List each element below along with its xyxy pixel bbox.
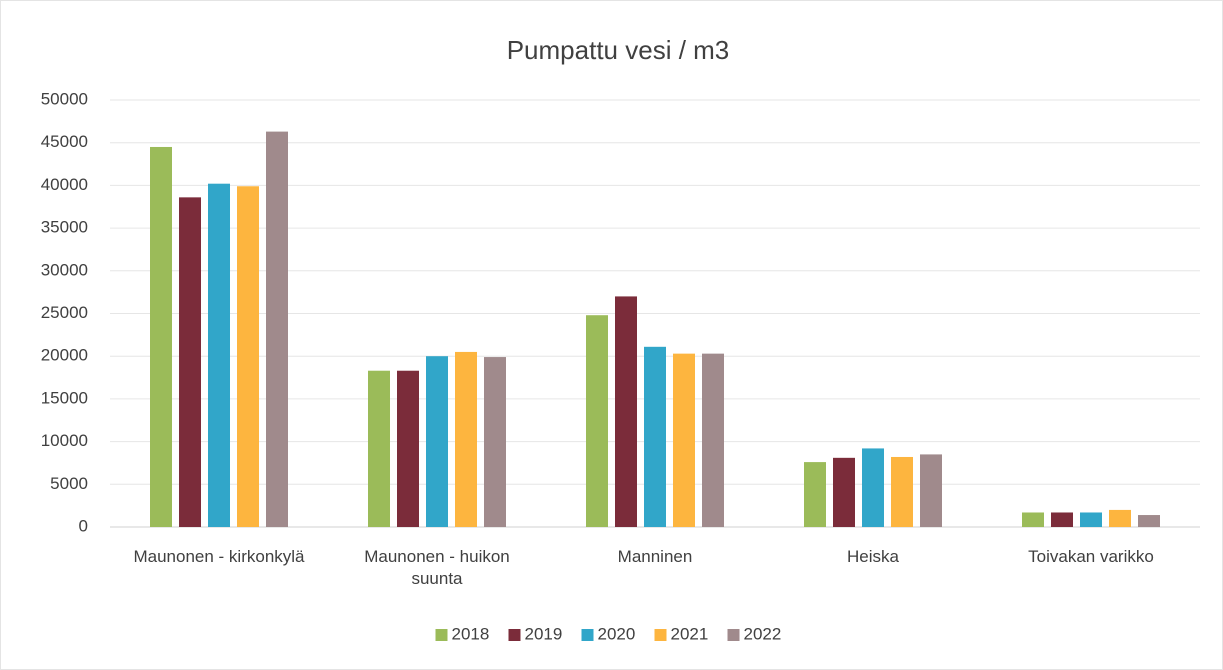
x-tick-label: Maunonen - huikon suunta bbox=[364, 547, 510, 588]
legend-label: 2018 bbox=[452, 624, 490, 643]
y-tick-label: 15000 bbox=[41, 388, 88, 407]
chart-title: Pumpattu vesi / m3 bbox=[507, 35, 730, 65]
bar bbox=[484, 357, 506, 527]
y-tick-label: 20000 bbox=[41, 346, 88, 365]
bar bbox=[1109, 509, 1131, 527]
bar bbox=[615, 296, 637, 527]
bar bbox=[397, 370, 419, 527]
bar bbox=[862, 448, 884, 527]
bar bbox=[208, 183, 230, 527]
legend-label: 2022 bbox=[744, 624, 782, 643]
x-tick-label: Manninen bbox=[617, 547, 693, 566]
bar bbox=[1051, 512, 1073, 527]
x-tick-label: Heiska bbox=[847, 547, 899, 566]
bar bbox=[920, 454, 942, 527]
y-tick-label: 45000 bbox=[41, 132, 88, 151]
bar bbox=[673, 353, 695, 527]
y-tick-label: 35000 bbox=[41, 218, 88, 237]
bar bbox=[644, 346, 666, 527]
y-tick-label: 0 bbox=[79, 516, 88, 535]
bar bbox=[426, 356, 448, 527]
y-tick-label: 25000 bbox=[41, 303, 88, 322]
y-tick-label: 50000 bbox=[41, 89, 88, 108]
bar bbox=[150, 146, 172, 527]
bar bbox=[1138, 515, 1160, 527]
bar bbox=[586, 315, 608, 527]
legend-swatch bbox=[508, 629, 521, 641]
bar bbox=[455, 351, 477, 527]
x-tick-label: Toivakan varikko bbox=[1028, 547, 1154, 566]
bar bbox=[891, 456, 913, 527]
y-tick-label: 10000 bbox=[41, 431, 88, 450]
bar bbox=[237, 186, 259, 527]
legend-swatch bbox=[435, 629, 448, 641]
bar bbox=[702, 353, 724, 527]
bar bbox=[179, 197, 201, 527]
x-tick-label: Maunonen - kirkonkylä bbox=[133, 547, 305, 566]
legend-swatch bbox=[727, 629, 740, 641]
bar bbox=[266, 131, 288, 527]
y-tick-label: 40000 bbox=[41, 175, 88, 194]
legend-label: 2020 bbox=[598, 624, 636, 643]
y-tick-label: 5000 bbox=[50, 474, 88, 493]
legend-swatch bbox=[581, 629, 594, 641]
bar bbox=[1080, 512, 1102, 527]
bar bbox=[1022, 512, 1044, 527]
bar bbox=[368, 370, 390, 527]
y-tick-label: 30000 bbox=[41, 260, 88, 279]
bar bbox=[833, 457, 855, 527]
legend-swatch bbox=[654, 629, 667, 641]
legend-label: 2021 bbox=[671, 624, 709, 643]
bar bbox=[804, 462, 826, 527]
legend-label: 2019 bbox=[525, 624, 563, 643]
